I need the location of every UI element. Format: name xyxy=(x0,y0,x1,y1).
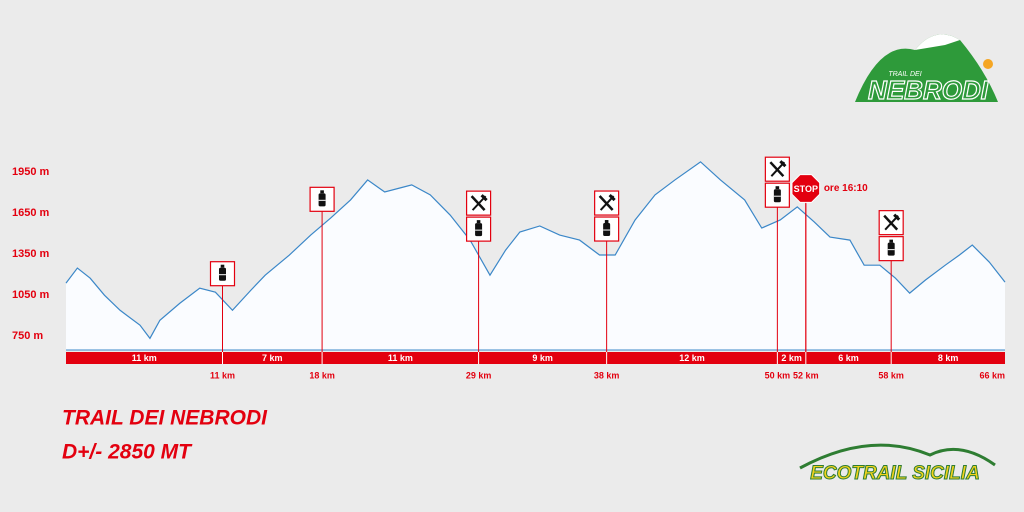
food-icon xyxy=(608,193,616,202)
profile-line xyxy=(65,161,1006,340)
y-tick-label: 1350 m xyxy=(12,248,50,260)
logo-arc xyxy=(799,443,996,470)
water-cap xyxy=(889,239,893,243)
station-km-label: 52 km xyxy=(793,370,819,380)
logo-sun xyxy=(983,59,993,69)
station-km-label: 18 km xyxy=(309,370,335,380)
y-tick-label: 1050 m xyxy=(12,289,50,301)
station-km-label: 66 km xyxy=(979,370,1005,380)
logo-mountain xyxy=(855,34,998,102)
segment-label: 12 km xyxy=(679,353,705,363)
food-icon xyxy=(480,194,488,202)
segment-label: 11 km xyxy=(132,353,157,363)
stop-sign xyxy=(791,174,821,203)
segment-label: 11 km xyxy=(388,353,413,363)
logo-text: ECOTRAIL SICILIA xyxy=(810,463,980,484)
station-km-label: 38 km xyxy=(594,370,620,380)
water-cap xyxy=(320,190,324,194)
segment-label: 8 km xyxy=(938,353,959,363)
segment-label: 7 km xyxy=(262,353,283,363)
food-icon xyxy=(779,160,787,168)
stop-note: ore 16:10 xyxy=(824,183,868,194)
station-km-label: 29 km xyxy=(466,370,492,380)
water-cap xyxy=(476,220,481,224)
y-tick-label: 1650 m xyxy=(12,207,50,219)
water-cap xyxy=(604,220,609,224)
y-tick-label: 750 m xyxy=(12,330,43,342)
nebrodi-logo: TRAIL DEI NEBRODI xyxy=(855,34,998,105)
station-km-label: 11 km xyxy=(210,370,235,380)
stop-text: STOP xyxy=(794,184,818,194)
station-km-label: 50 km xyxy=(765,370,791,380)
subtitle: D+/- 2850 MT xyxy=(62,441,193,464)
station-km-label: 58 km xyxy=(878,370,904,380)
water-cap xyxy=(220,264,225,268)
title: TRAIL DEI NEBRODI xyxy=(62,407,268,430)
y-tick-label: 1950 m xyxy=(12,166,50,178)
logo-snow xyxy=(915,34,960,50)
segment-label: 2 km xyxy=(781,353,802,363)
food-icon xyxy=(893,213,901,221)
segment-label: 6 km xyxy=(838,353,859,363)
segment-label: 9 km xyxy=(532,353,553,363)
distance-bar xyxy=(66,352,1005,364)
water-cap xyxy=(775,186,780,190)
logo-small-text: TRAIL DEI xyxy=(888,71,921,78)
logo-text: NEBRODI xyxy=(868,75,989,105)
area-fill xyxy=(66,161,1005,350)
ecotrail-logo: ECOTRAIL SICILIA xyxy=(799,443,996,485)
